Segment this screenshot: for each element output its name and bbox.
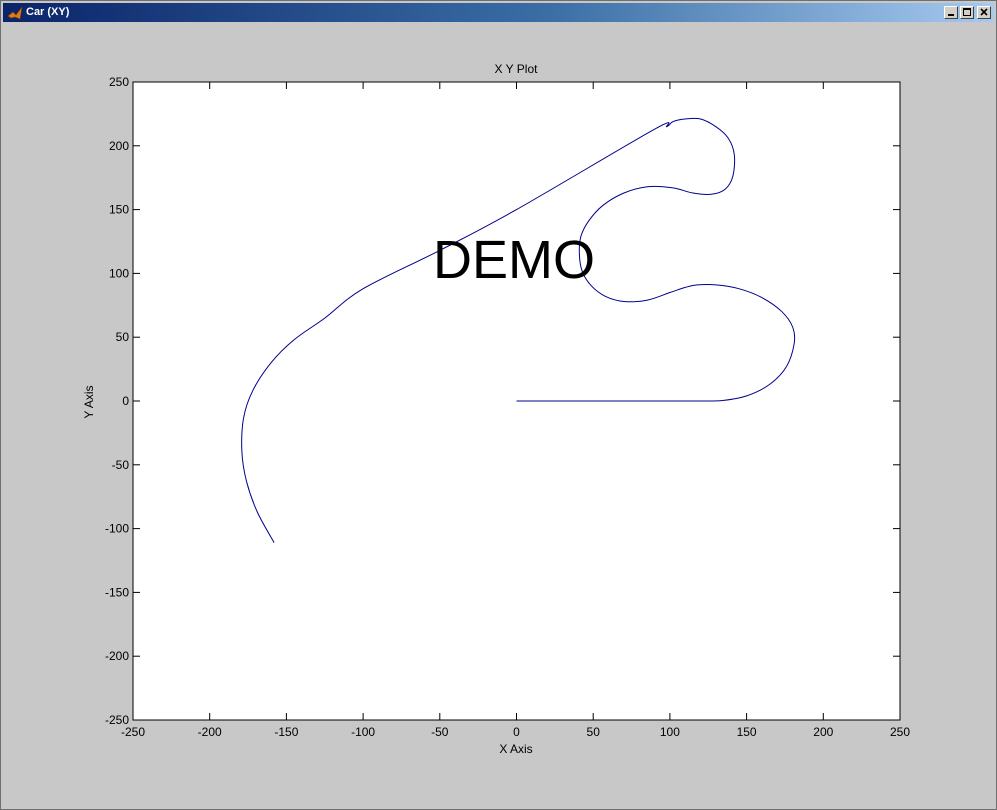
maximize-icon (963, 8, 971, 16)
x-tick-label: -250 (121, 725, 145, 739)
y-tick-label: -50 (112, 458, 130, 472)
x-tick-label: -100 (351, 725, 375, 739)
title-bar[interactable]: Car (XY) (3, 3, 994, 22)
y-tick-label: 50 (116, 330, 130, 344)
x-tick-label: 100 (660, 725, 680, 739)
x-tick-label: 250 (890, 725, 910, 739)
y-axis-label: Y Axis (82, 385, 96, 418)
y-tick-label: 0 (122, 394, 129, 408)
close-button[interactable] (977, 6, 991, 19)
y-tick-label: 250 (109, 75, 129, 89)
x-axis-label: X Axis (499, 742, 532, 756)
demo-watermark: DEMO (433, 230, 595, 290)
series-line (241, 117, 796, 543)
y-tick-label: -250 (105, 713, 129, 727)
x-tick-label: 200 (813, 725, 833, 739)
x-tick-label: 0 (513, 725, 520, 739)
x-tick-label: 150 (737, 725, 757, 739)
y-tick-label: 150 (109, 203, 129, 217)
maximize-button[interactable] (960, 6, 974, 19)
y-tick-label: 200 (109, 139, 129, 153)
minimize-icon (948, 14, 954, 16)
x-tick-label: -150 (274, 725, 298, 739)
x-tick-label: -50 (431, 725, 449, 739)
chart-title: X Y Plot (495, 62, 539, 76)
y-tick-label: -100 (105, 522, 129, 536)
window-title: Car (XY) (26, 6, 70, 18)
matlab-icon (7, 5, 23, 21)
y-tick-label: -150 (105, 585, 129, 599)
tick-labels: -250 -200 -150 -100 -50 0 50 100 150 200 250 -250 -2… (105, 75, 910, 739)
x-tick-label: -200 (198, 725, 222, 739)
y-tick-label: -200 (105, 649, 129, 663)
axes-box (132, 81, 901, 721)
minimize-button[interactable] (944, 6, 958, 19)
y-tick-label: 100 (109, 266, 129, 280)
x-tick-label: 50 (587, 725, 601, 739)
close-icon (980, 8, 988, 16)
